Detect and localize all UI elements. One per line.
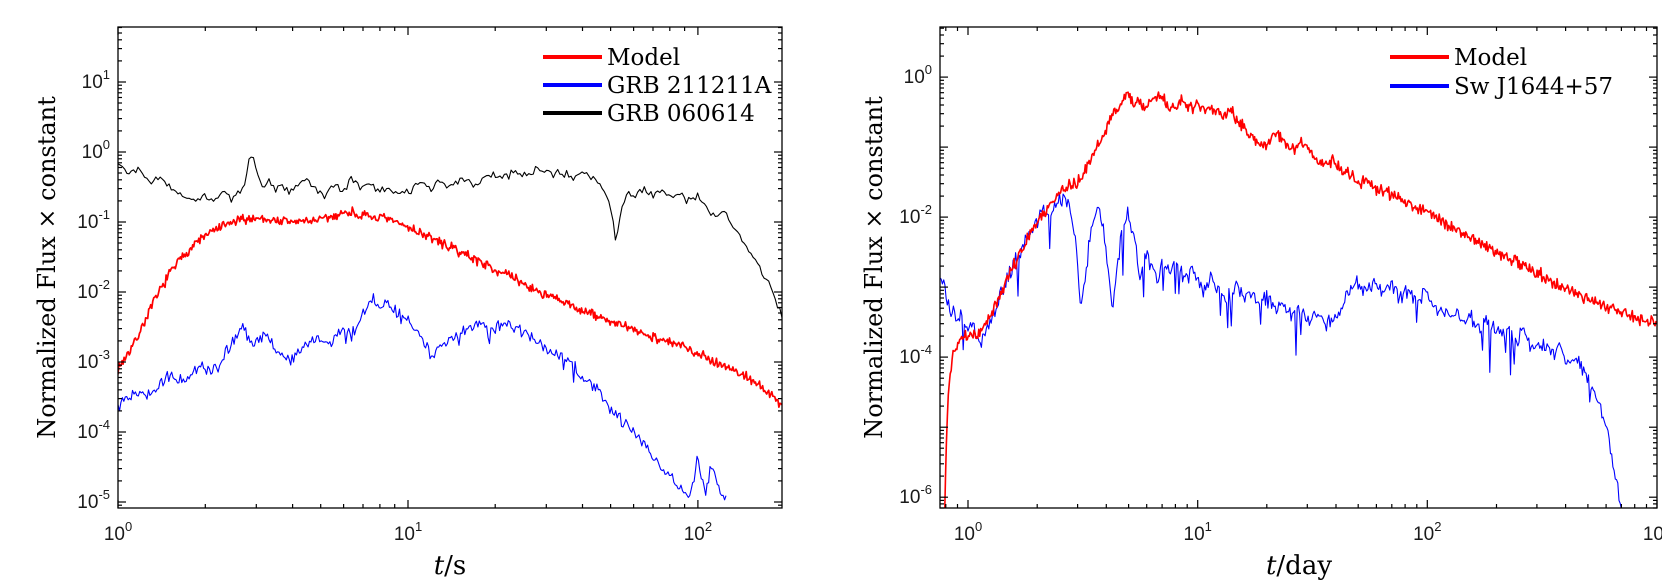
y-tick-label: 10-4 bbox=[899, 342, 932, 368]
x-tick-label: 100 bbox=[104, 519, 132, 545]
x-tick-label: 102 bbox=[1413, 519, 1441, 545]
plot-border bbox=[939, 26, 1658, 509]
series-group bbox=[940, 91, 1657, 508]
y-axis-label: Normalized Flux × constant bbox=[33, 96, 61, 439]
series-sw-j1644-57 bbox=[940, 192, 1622, 508]
legend-label: GRB 211211A bbox=[607, 73, 772, 99]
y-tick-label: 10-2 bbox=[899, 202, 932, 228]
series-model bbox=[118, 206, 782, 409]
x-tick-label: 103 bbox=[1643, 519, 1662, 545]
y-tick-label: 101 bbox=[82, 67, 110, 93]
axis-ticks bbox=[940, 27, 1658, 509]
series-grb-211211a bbox=[118, 293, 727, 501]
legend-label: Sw J1644+57 bbox=[1454, 74, 1613, 100]
y-tick-label: 10-1 bbox=[77, 207, 110, 233]
legend-label: Model bbox=[607, 45, 680, 71]
x-axis-label: t/s bbox=[434, 551, 467, 581]
panel-left: 100 101 102 10-5 10-4 10-3 10-2 10-1 100 101 Norma… bbox=[33, 26, 783, 581]
y-tick-label: 10-3 bbox=[77, 347, 110, 373]
y-tick-label: 10-6 bbox=[899, 482, 932, 508]
x-tick-label: 100 bbox=[954, 519, 982, 545]
legend-label: GRB 060614 bbox=[607, 101, 755, 127]
x-axis-label: t/day bbox=[1266, 551, 1332, 581]
legend-label: Model bbox=[1454, 45, 1527, 71]
legend: Model Sw J1644+57 bbox=[1390, 45, 1613, 100]
x-tick-label: 101 bbox=[394, 519, 422, 545]
series-group bbox=[118, 156, 782, 501]
y-tick-label: 10-5 bbox=[77, 487, 110, 513]
series-grb-060614 bbox=[118, 156, 782, 318]
panel-right: 100 101 102 103 10-6 10-4 10-2 100 Normalized Fl… bbox=[860, 26, 1662, 581]
series-model bbox=[944, 91, 1657, 508]
y-tick-label: 100 bbox=[904, 62, 932, 88]
axis-ticks bbox=[117, 26, 782, 508]
y-tick-label: 10-4 bbox=[77, 417, 110, 443]
x-tick-label: 101 bbox=[1184, 519, 1212, 545]
y-tick-label: 10-2 bbox=[77, 277, 110, 303]
y-axis-label: Normalized Flux × constant bbox=[860, 96, 888, 439]
x-tick-label: 102 bbox=[684, 519, 712, 545]
plot-border bbox=[117, 26, 783, 509]
y-tick-label: 100 bbox=[82, 137, 110, 163]
